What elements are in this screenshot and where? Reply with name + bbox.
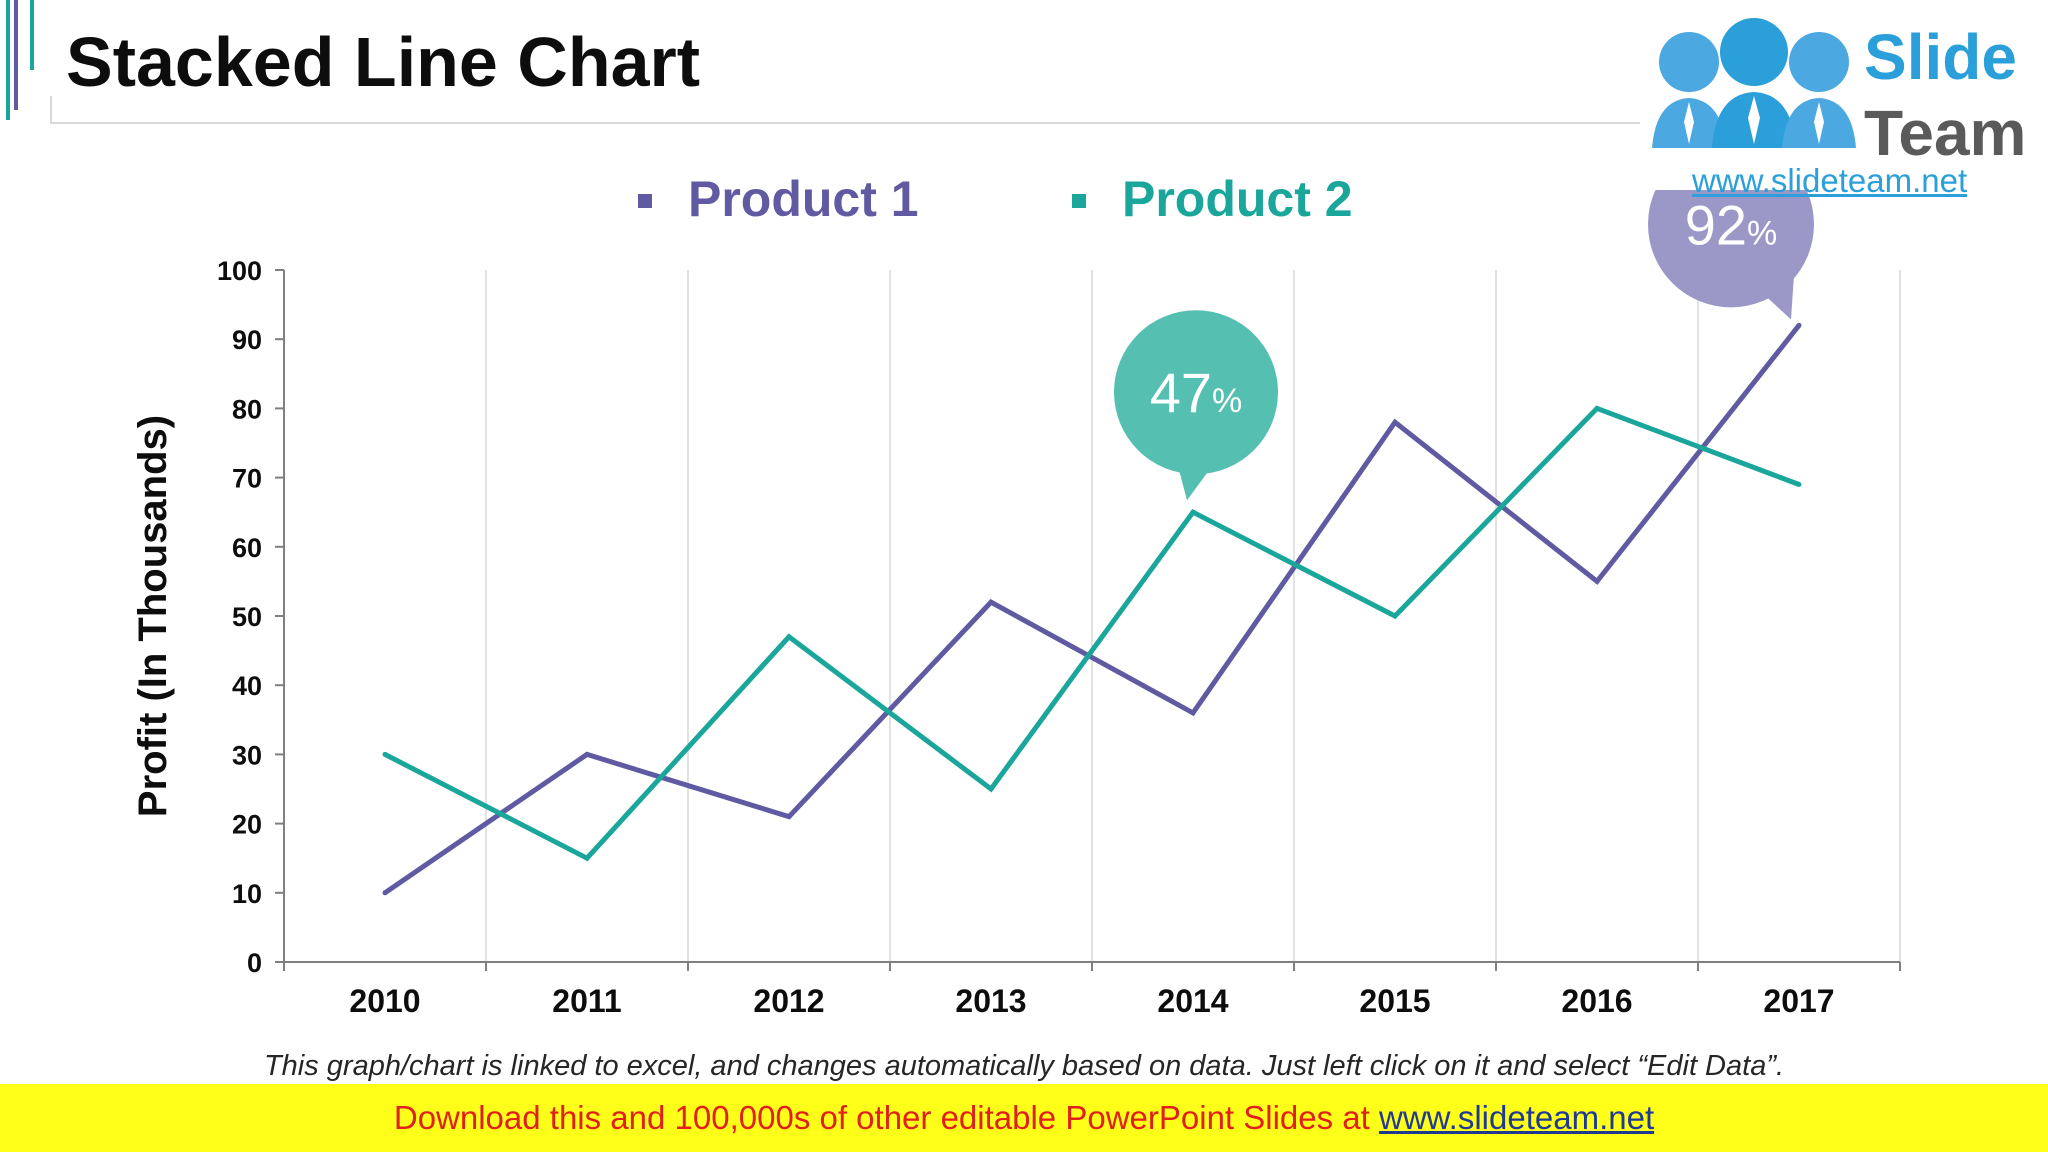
axis-labels: 0 10 20 30 40 50 60 70 80 90 100 2010 2011 2012 2013 20… [131,256,1835,1019]
grid-lines [485,270,1901,962]
callout-number: 47 [1150,361,1212,424]
callout-label: 47% [1150,361,1243,424]
y-tick-label: 40 [232,671,262,701]
x-tick-label: 2014 [1157,983,1228,1019]
data-point [1190,710,1196,716]
data-point [382,890,388,896]
x-tick-label: 2016 [1561,983,1632,1019]
title-divider [50,122,1650,124]
legend-label: Product 2 [1122,171,1353,227]
series-line-1 [383,323,1801,895]
data-point [786,634,792,640]
y-tick-label: 10 [232,879,262,909]
data-point [988,786,994,792]
slide-title: Stacked Line Chart [66,23,701,101]
accent-bar-teal [6,0,10,120]
logo-word-slide: Slide [1864,21,2017,93]
data-point [1796,482,1802,488]
data-point [1594,405,1600,411]
callout-label: 92% [1685,193,1778,256]
title-divider-corner [50,96,52,124]
data-point [584,751,590,757]
x-tick-label: 2017 [1763,983,1834,1019]
callout-pointer [1178,466,1212,501]
data-point [1594,578,1600,584]
callout-bubble: 47% [1114,310,1278,501]
logo-word-team: Team [1864,97,2027,169]
x-tick-label: 2012 [753,983,824,1019]
download-banner: Download this and 100,000s of other edit… [0,1084,2048,1152]
y-tick-label: 30 [232,740,262,770]
callout-suffix: % [1747,214,1777,252]
series-lines [382,322,1802,896]
y-tick-label: 0 [247,948,262,978]
data-point [1392,613,1398,619]
x-tick-label: 2013 [955,983,1026,1019]
x-tick-label: 2015 [1359,983,1430,1019]
banner-text: Download this and 100,000s of other edit… [393,1099,1379,1136]
callout-number: 92 [1685,193,1747,256]
slideteam-logo[interactable]: Slide Team www.slideteam.net [1640,0,2035,199]
accent-bar-teal-short [30,0,34,70]
x-tick-label: 2011 [552,983,621,1019]
y-tick-label: 50 [232,602,262,632]
data-point [584,855,590,861]
axes [275,269,1901,971]
y-tick-label: 70 [232,464,262,494]
y-tick-label: 90 [232,325,262,355]
logo-url-link[interactable]: www.slideteam.net [1692,162,1968,199]
legend-label: Product 1 [688,171,919,227]
y-tick-label: 80 [232,394,262,424]
data-point [786,814,792,820]
data-point [1796,322,1802,328]
chart-footnote: This graph/chart is linked to excel, and… [263,1050,1785,1082]
x-tick-label: 2010 [349,983,420,1019]
y-tick-label: 60 [232,533,262,563]
accent-bar-purple [14,0,18,110]
callout-circle [1114,310,1278,475]
y-tick-label: 100 [217,256,262,286]
y-axis-title: Profit (In Thousands) [131,415,175,817]
legend: Product 1 Product 2 [638,171,1353,227]
data-point [988,599,994,605]
data-point [382,751,388,757]
y-tick-label: 20 [232,810,262,840]
legend-marker [1072,194,1086,208]
data-point [1190,509,1196,515]
data-point [1392,419,1398,425]
people-group-icon [1652,18,1856,148]
legend-marker [638,194,652,208]
banner-link[interactable]: www.slideteam.net [1379,1099,1655,1136]
series-line-2 [383,405,1800,862]
callout-suffix: % [1212,382,1242,420]
